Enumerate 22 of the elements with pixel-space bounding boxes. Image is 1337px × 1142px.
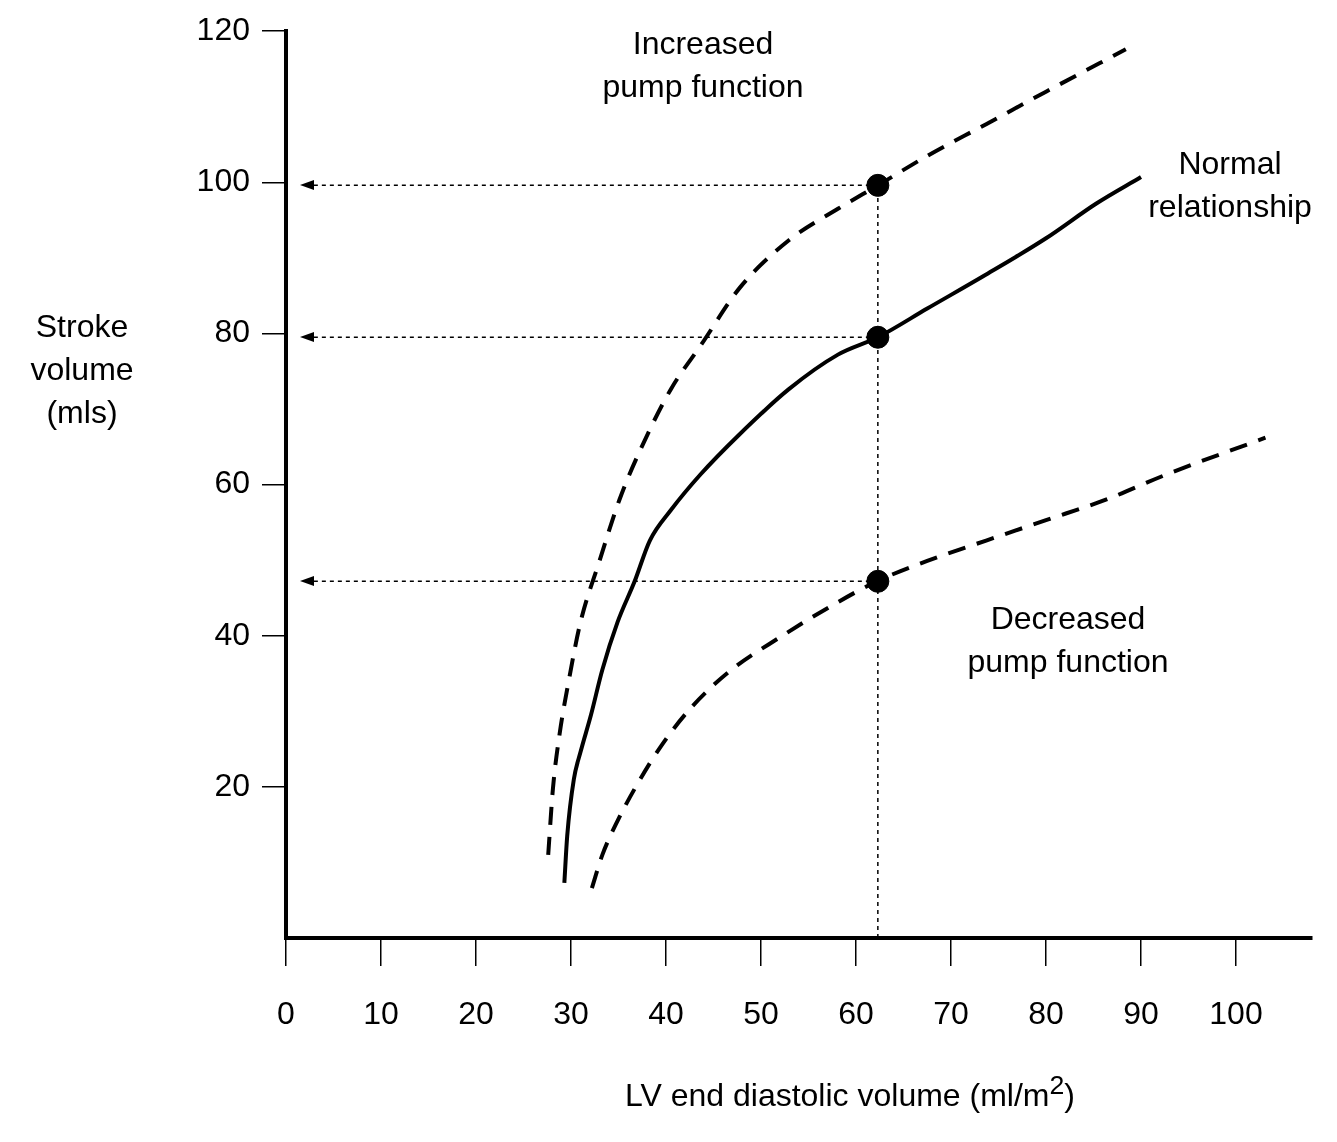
annotation: Increased pump function — [602, 24, 804, 104]
x-tick-label: 10 — [363, 995, 399, 1032]
x-axis-title: LV end diastolic volume (ml/m$^{2}$) — [624, 1070, 1076, 1114]
y-tick-label: 40 — [214, 615, 250, 652]
y-tick-label: 80 — [214, 313, 250, 350]
x-tick-label: 70 — [933, 995, 969, 1032]
x-tick-label: 100 — [1209, 995, 1263, 1032]
y-tick-label: 100 — [196, 162, 250, 199]
y-tick-label: 60 — [214, 464, 250, 501]
y-tick-label: 120 — [196, 11, 250, 48]
annotation: Normal relationship — [1148, 144, 1312, 224]
y-axis-title: Stroke volume (mls) — [29, 307, 135, 432]
x-tick-label: 0 — [277, 995, 295, 1032]
x-tick-label: 90 — [1123, 995, 1159, 1032]
x-tick-label: 60 — [838, 995, 874, 1032]
annotation: Decreased pump function — [967, 599, 1169, 679]
y-tick-label: 20 — [214, 766, 250, 803]
x-tick-label: 80 — [1028, 995, 1064, 1032]
x-tick-label: 20 — [458, 995, 494, 1032]
x-tick-label: 40 — [648, 995, 684, 1032]
x-tick-label: 30 — [553, 995, 589, 1032]
x-tick-label: 50 — [743, 995, 779, 1032]
